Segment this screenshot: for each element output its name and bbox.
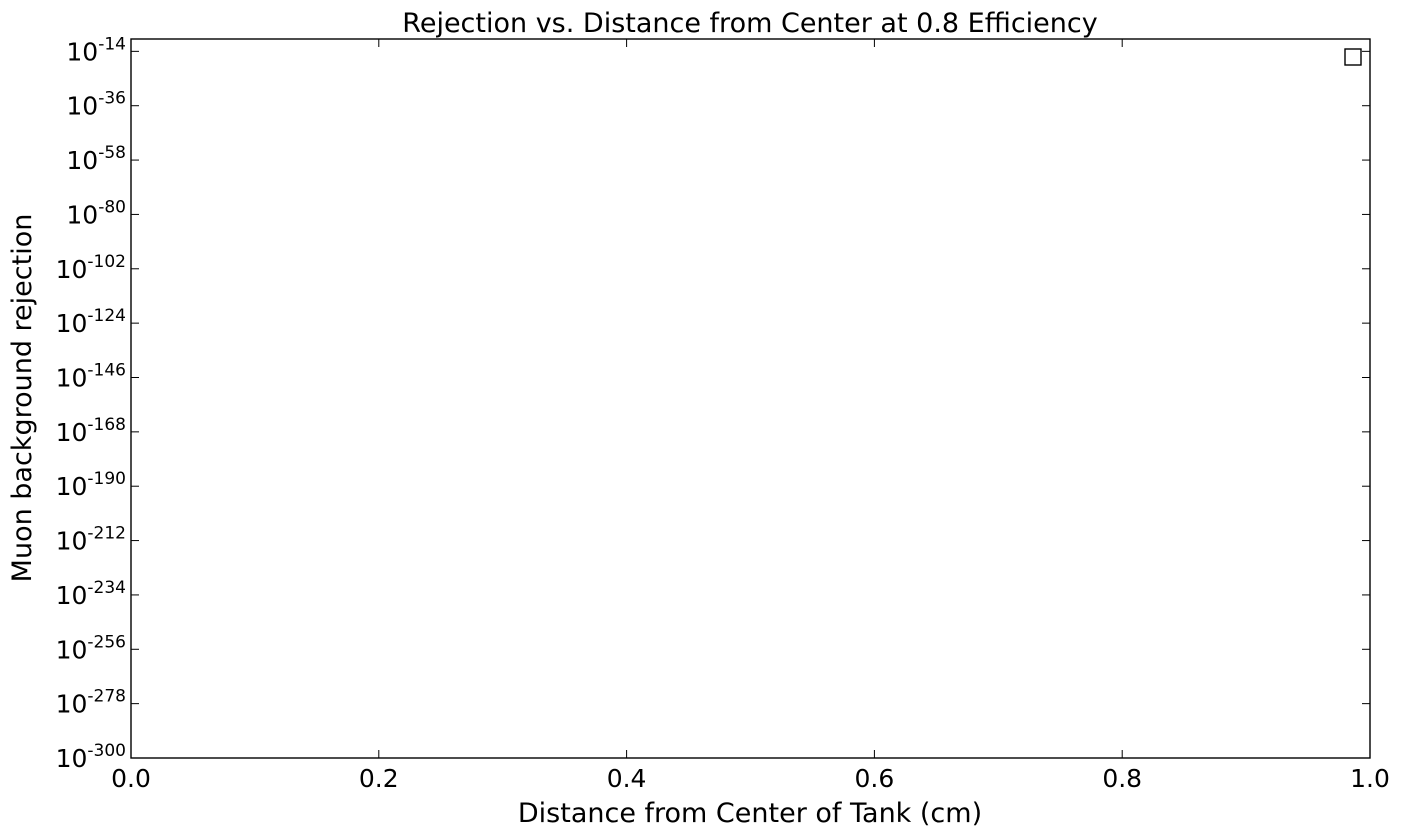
x-tick-label: 0.2 [359,764,399,793]
y-tick-label: 10-80 [66,197,126,229]
y-axis-label: Muon background rejection [7,214,38,583]
y-tick-label: 10-300 [56,741,126,773]
x-tick-label: 0.6 [855,764,895,793]
plot-frame [130,38,1371,759]
chart-title: Rejection vs. Distance from Center at 0.… [402,8,1097,39]
y-tick-label: 10-14 [66,34,126,66]
y-tick-label: 10-36 [66,89,126,121]
y-tick-label: 10-212 [56,524,126,556]
plot-area [130,38,1371,759]
x-axis: 0.0 0.2 0.4 0.6 0.8 1.0 [111,39,1390,793]
x-tick-label: 0.0 [111,764,151,793]
x-tick-label: 0.4 [607,764,647,793]
y-tick-label: 10-234 [56,578,126,610]
y-tick-label: 10-190 [56,469,126,501]
y-tick-label: 10-58 [66,143,126,175]
x-tick-label: 0.8 [1102,764,1142,793]
y-tick-label: 10-124 [56,306,126,338]
y-tick-label: 10-278 [56,687,126,719]
legend [1344,48,1362,66]
y-tick-label: 10-102 [56,252,126,284]
y-tick-label: 10-168 [56,415,126,447]
x-axis-label: Distance from Center of Tank (cm) [518,798,982,829]
y-tick-label: 10-146 [56,360,126,392]
y-tick-label: 10-256 [56,632,126,664]
legend-box [1344,48,1362,66]
x-tick-label: 1.0 [1350,764,1390,793]
y-axis: 10-14 10-36 10-58 10-80 10-102 10-124 10-146 10… [56,34,1370,773]
